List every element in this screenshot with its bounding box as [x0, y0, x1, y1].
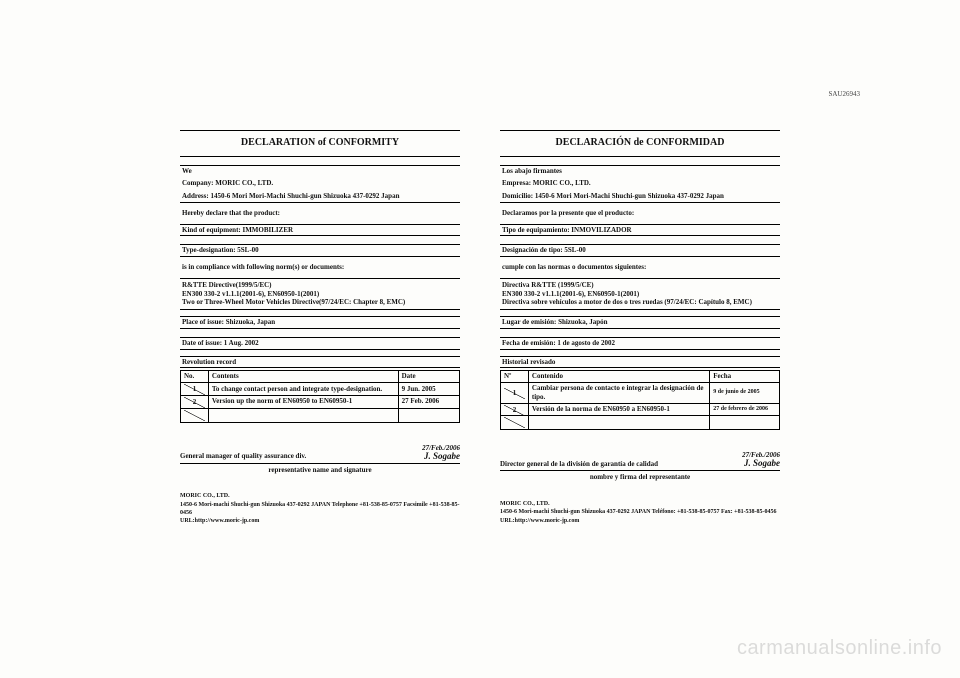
slash-cell — [504, 417, 525, 428]
table-row — [501, 416, 780, 430]
panel-spanish: DECLARACIÓN de CONFORMIDAD Los abajo fir… — [500, 130, 780, 526]
slash-cell — [184, 397, 205, 408]
kind-line: Kind of equipment: IMMOBILIZER — [180, 224, 460, 237]
slash-cell — [184, 384, 205, 395]
rev-r2c2: Version up the norm of EN60950 to EN6095… — [208, 395, 398, 408]
rev-h1: No. — [181, 371, 209, 383]
norms-2: EN300 330-2 v1.1.1(2001-6), EN60950-1(20… — [502, 290, 778, 299]
type-line: Designación de tipo: 5SL-00 — [500, 244, 780, 257]
declare-line: Declaramos por la presente que el produc… — [502, 209, 778, 218]
footer-addr: 1450-6 Mori-machi Shuchi-gun Shizuoka 43… — [180, 501, 460, 518]
company-line: Company: MORIC CO., LTD. — [180, 178, 460, 189]
rev-r2c3: 27 Feb. 2006 — [398, 395, 459, 408]
signature: 27/Feb./2006 J. Sogabe — [422, 443, 460, 461]
revision-table: No. Contents Date 1 To change contact pe… — [180, 370, 460, 422]
signature-line: General manager of quality assurance div… — [180, 443, 460, 464]
footer-company: MORIC CO., LTD. — [180, 492, 460, 500]
rev-h3: Fecha — [710, 371, 780, 383]
revision-table: Nº Contenido Fecha 1 Cambiar persona de … — [500, 370, 780, 430]
watermark: carmanualsonline.info — [737, 637, 942, 660]
title-es: DECLARACIÓN de CONFORMIDAD — [500, 130, 780, 157]
rep-note: representative name and signature — [180, 466, 460, 475]
table-row: 2 Version up the norm of EN60950 to EN60… — [181, 395, 460, 408]
signature-line: Director general de la división de garan… — [500, 450, 780, 471]
slash-cell — [184, 410, 205, 421]
footer-url: URL:http://www.moric-jp.com — [180, 517, 460, 525]
signature: 27/Feb./2006 J. Sogabe — [742, 450, 780, 468]
rev-r2c3: 27 de febrero de 2006 — [710, 403, 780, 416]
rev-r1c3: 9 de junio de 2005 — [710, 383, 780, 404]
table-row — [181, 408, 460, 422]
compliance-line: is in compliance with following norm(s) … — [182, 263, 458, 272]
gm-label: General manager of quality assurance div… — [180, 452, 306, 461]
rev-title: Historial revisado — [500, 356, 780, 369]
norms-1: Directiva R&TTE (1999/5/CE) — [502, 281, 778, 290]
signature-mark: J. Sogabe — [744, 458, 780, 468]
norms-box: R&TTE Directive(1999/5/EC) EN300 330-2 v… — [180, 278, 460, 310]
footer-addr: 1450-6 Mori-machi Shuchi-gun Shizuoka 43… — [500, 508, 780, 516]
gm-label: Director general de la división de garan… — [500, 460, 658, 469]
table-row: 2 Versión de la norma de EN60950 a EN609… — [501, 403, 780, 416]
footer-company: MORIC CO., LTD. — [500, 500, 780, 508]
rev-h3: Date — [398, 371, 459, 383]
address-line: Domicilio: 1450-6 Mori Mori-Machi Shuchi… — [500, 191, 780, 203]
company-line: Empresa: MORIC CO., LTD. — [500, 178, 780, 189]
kind-line: Tipo de equipamiento: INMOVILIZADOR — [500, 224, 780, 237]
panel-english: DECLARATION of CONFORMITY We Company: MO… — [180, 130, 460, 526]
rev-r1c2: To change contact person and integrate t… — [208, 383, 398, 396]
norms-3: Directiva sobre vehículos a motor de dos… — [502, 298, 778, 307]
we-line: We — [180, 165, 460, 177]
date-line: Date of issue: 1 Aug. 2002 — [180, 337, 460, 350]
rev-r1c2: Cambiar persona de contacto e integrar l… — [528, 383, 709, 404]
norms-2: EN300 330-2 v1.1.1(2001-6), EN60950-1(20… — [182, 290, 458, 299]
rep-note: nombre y firma del representante — [500, 473, 780, 482]
rev-h2: Contenido — [528, 371, 709, 383]
table-row: 1 Cambiar persona de contacto e integrar… — [501, 383, 780, 404]
norms-box: Directiva R&TTE (1999/5/CE) EN300 330-2 … — [500, 278, 780, 310]
rev-h2: Contents — [208, 371, 398, 383]
title-en: DECLARATION of CONFORMITY — [180, 130, 460, 157]
footer-url: URL:http://www.moric-jp.com — [500, 517, 780, 525]
place-line: Place of issue: Shizuoka, Japan — [180, 316, 460, 329]
table-row: 1 To change contact person and integrate… — [181, 383, 460, 396]
address-line: Address: 1450-6 Mori Mori-Machi Shuchi-g… — [180, 191, 460, 203]
footer-block: MORIC CO., LTD. 1450-6 Mori-machi Shuchi… — [180, 492, 460, 526]
norms-1: R&TTE Directive(1999/5/EC) — [182, 281, 458, 290]
signature-mark: J. Sogabe — [424, 451, 460, 461]
we-line: Los abajo firmantes — [500, 165, 780, 177]
slash-cell — [504, 405, 525, 416]
rev-h1: Nº — [501, 371, 529, 383]
rev-r2c2: Versión de la norma de EN60950 a EN60950… — [528, 403, 709, 416]
slash-cell — [504, 388, 525, 399]
place-line: Lugar de emisión: Shizuoka, Japón — [500, 316, 780, 329]
table-row: Nº Contenido Fecha — [501, 371, 780, 383]
rev-title: Revolution record — [180, 356, 460, 369]
rev-r1c3: 9 Jun. 2005 — [398, 383, 459, 396]
date-line: Fecha de emisión: 1 de agosto de 2002 — [500, 337, 780, 350]
type-line: Type-designation: 5SL-00 — [180, 244, 460, 257]
footer-block: MORIC CO., LTD. 1450-6 Mori-machi Shuchi… — [500, 500, 780, 525]
two-column-container: DECLARATION of CONFORMITY We Company: MO… — [180, 130, 780, 526]
compliance-line: cumple con las normas o documentos sigui… — [502, 263, 778, 272]
document-page: SAU26943 DECLARATION of CONFORMITY We Co… — [0, 0, 960, 678]
document-code: SAU26943 — [828, 90, 860, 98]
norms-3: Two or Three-Wheel Motor Vehicles Direct… — [182, 298, 458, 307]
table-row: No. Contents Date — [181, 371, 460, 383]
declare-line: Hereby declare that the product: — [182, 209, 458, 218]
